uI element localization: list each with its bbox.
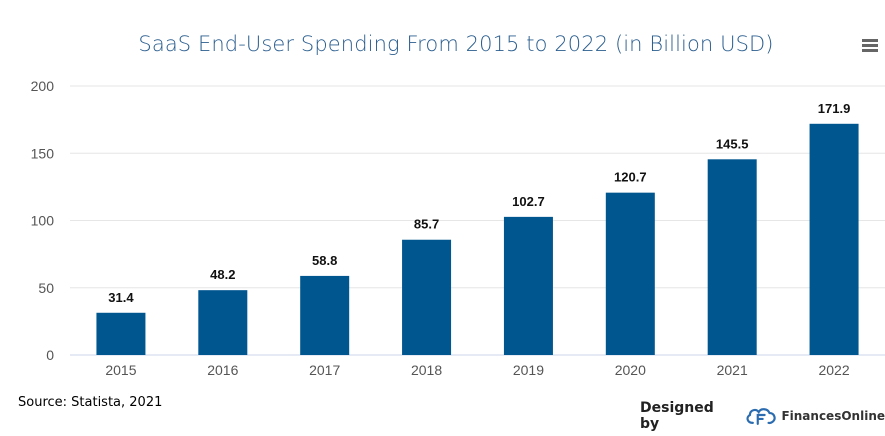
x-axis-tick-labels: 2015 2016 2017 2018 2019 2020 2021 2022: [105, 362, 849, 378]
data-label-2016: 48.2: [210, 267, 235, 282]
bar-2019[interactable]: [503, 216, 553, 355]
y-tick-label: 100: [31, 213, 55, 229]
designed-by-label: Designed by: [640, 400, 714, 432]
source-note: Source: Statista, 2021: [18, 395, 163, 410]
x-tick-label: 2015: [105, 362, 136, 378]
y-tick-label: 150: [31, 145, 55, 161]
x-tick-label: 2022: [818, 362, 849, 378]
data-label-2019: 102.7: [512, 194, 545, 209]
y-tick-label: 0: [46, 347, 54, 363]
x-tick-label: 2021: [717, 362, 748, 378]
bar-2018[interactable]: [402, 239, 452, 355]
hamburger-menu-icon[interactable]: [862, 39, 878, 53]
bar-2022[interactable]: [809, 123, 859, 356]
gridlines: [70, 85, 885, 356]
y-tick-label: 50: [38, 280, 54, 296]
x-tick-label: 2016: [207, 362, 238, 378]
bars: [96, 123, 859, 356]
brand-name: FinancesOnline: [781, 409, 885, 423]
bar-2016[interactable]: [198, 290, 248, 355]
x-tick-label: 2019: [513, 362, 544, 378]
financesonline-logo-icon: [746, 408, 776, 425]
designed-by-credit[interactable]: Designed by FinancesOnline: [640, 400, 885, 432]
x-tick-label: 2018: [411, 362, 442, 378]
data-label-2021: 145.5: [716, 136, 749, 151]
data-label-2020: 120.7: [614, 170, 647, 185]
data-labels: 31.4 48.2 58.8 85.7 102.7 120.7 145.5 171.9: [108, 101, 850, 305]
bar-2015[interactable]: [96, 312, 146, 355]
x-tick-label: 2020: [615, 362, 646, 378]
data-label-2018: 85.7: [414, 217, 439, 232]
bar-2020[interactable]: [605, 192, 655, 355]
y-tick-label: 200: [31, 78, 55, 94]
x-tick-label: 2017: [309, 362, 340, 378]
bar-2021[interactable]: [707, 159, 757, 355]
chart-title: SaaS End-User Spending From 2015 to 2022…: [138, 32, 774, 56]
bar-2017[interactable]: [300, 275, 350, 355]
data-label-2022: 171.9: [818, 101, 851, 116]
y-axis-tick-labels: 0 50 100 150 200: [31, 78, 55, 363]
data-label-2015: 31.4: [108, 290, 134, 305]
data-label-2017: 58.8: [312, 253, 337, 268]
